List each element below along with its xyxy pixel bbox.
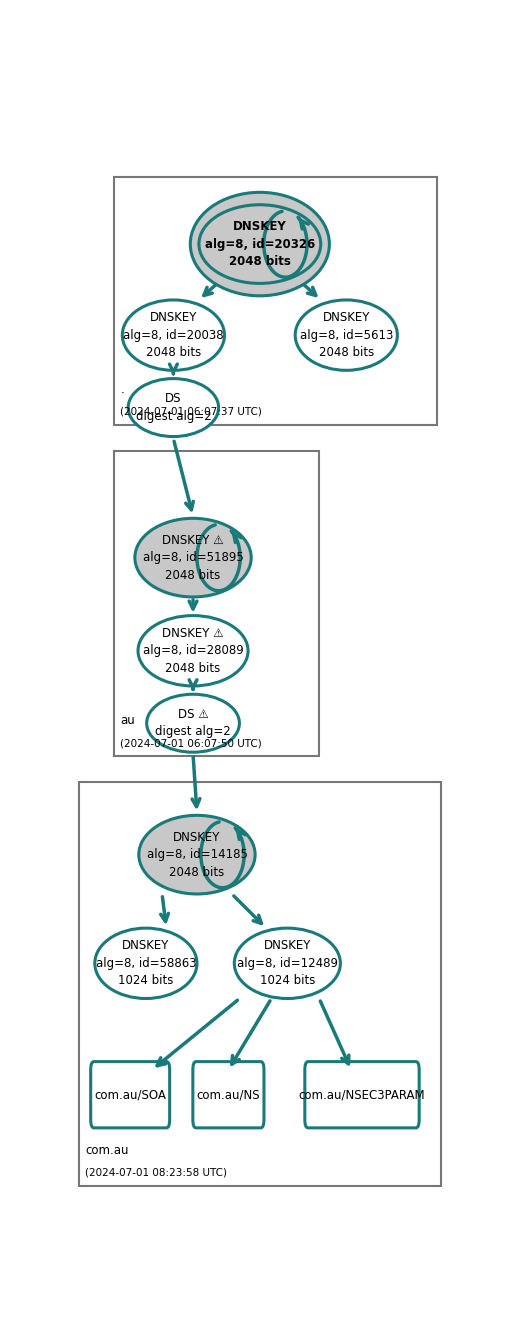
Text: .: . <box>120 383 124 396</box>
Text: DNSKEY
alg=8, id=20038
2048 bits: DNSKEY alg=8, id=20038 2048 bits <box>123 312 224 359</box>
Text: DNSKEY ⚠️
alg=8, id=51895
2048 bits: DNSKEY ⚠️ alg=8, id=51895 2048 bits <box>142 534 243 582</box>
Bar <box>115 177 437 425</box>
Ellipse shape <box>234 929 340 999</box>
Text: (2024-07-01 08:23:58 UTC): (2024-07-01 08:23:58 UTC) <box>85 1168 227 1177</box>
Text: com.au: com.au <box>85 1144 128 1157</box>
Text: com.au/NSEC3PARAM: com.au/NSEC3PARAM <box>299 1089 425 1101</box>
Ellipse shape <box>95 929 197 999</box>
Text: DNSKEY ⚠️
alg=8, id=28089
2048 bits: DNSKEY ⚠️ alg=8, id=28089 2048 bits <box>142 626 243 675</box>
Ellipse shape <box>122 300 225 371</box>
Bar <box>115 452 319 757</box>
Text: DS
digest alg=2: DS digest alg=2 <box>135 392 211 423</box>
FancyBboxPatch shape <box>305 1062 419 1128</box>
Text: DNSKEY
alg=8, id=12489
1024 bits: DNSKEY alg=8, id=12489 1024 bits <box>237 939 338 988</box>
Ellipse shape <box>295 300 397 371</box>
Text: com.au/NS: com.au/NS <box>197 1089 260 1101</box>
Text: DNSKEY
alg=8, id=14185
2048 bits: DNSKEY alg=8, id=14185 2048 bits <box>147 831 247 879</box>
Ellipse shape <box>128 379 219 437</box>
Ellipse shape <box>139 816 255 894</box>
Ellipse shape <box>147 695 239 753</box>
Ellipse shape <box>190 192 330 296</box>
Ellipse shape <box>135 519 251 597</box>
FancyBboxPatch shape <box>91 1062 170 1128</box>
Text: DNSKEY
alg=8, id=58863
1024 bits: DNSKEY alg=8, id=58863 1024 bits <box>96 939 196 988</box>
Text: DS ⚠️
digest alg=2: DS ⚠️ digest alg=2 <box>155 708 231 738</box>
Text: au: au <box>120 715 135 727</box>
Ellipse shape <box>138 616 248 685</box>
Ellipse shape <box>199 204 321 284</box>
Text: (2024-07-01 06:07:37 UTC): (2024-07-01 06:07:37 UTC) <box>120 407 262 417</box>
FancyBboxPatch shape <box>193 1062 264 1128</box>
Bar <box>79 782 441 1185</box>
Text: DNSKEY
alg=8, id=5613
2048 bits: DNSKEY alg=8, id=5613 2048 bits <box>300 312 393 359</box>
Text: com.au/SOA: com.au/SOA <box>94 1089 166 1101</box>
Text: DNSKEY
alg=8, id=20326
2048 bits: DNSKEY alg=8, id=20326 2048 bits <box>205 220 315 267</box>
Text: (2024-07-01 06:07:50 UTC): (2024-07-01 06:07:50 UTC) <box>120 738 262 749</box>
